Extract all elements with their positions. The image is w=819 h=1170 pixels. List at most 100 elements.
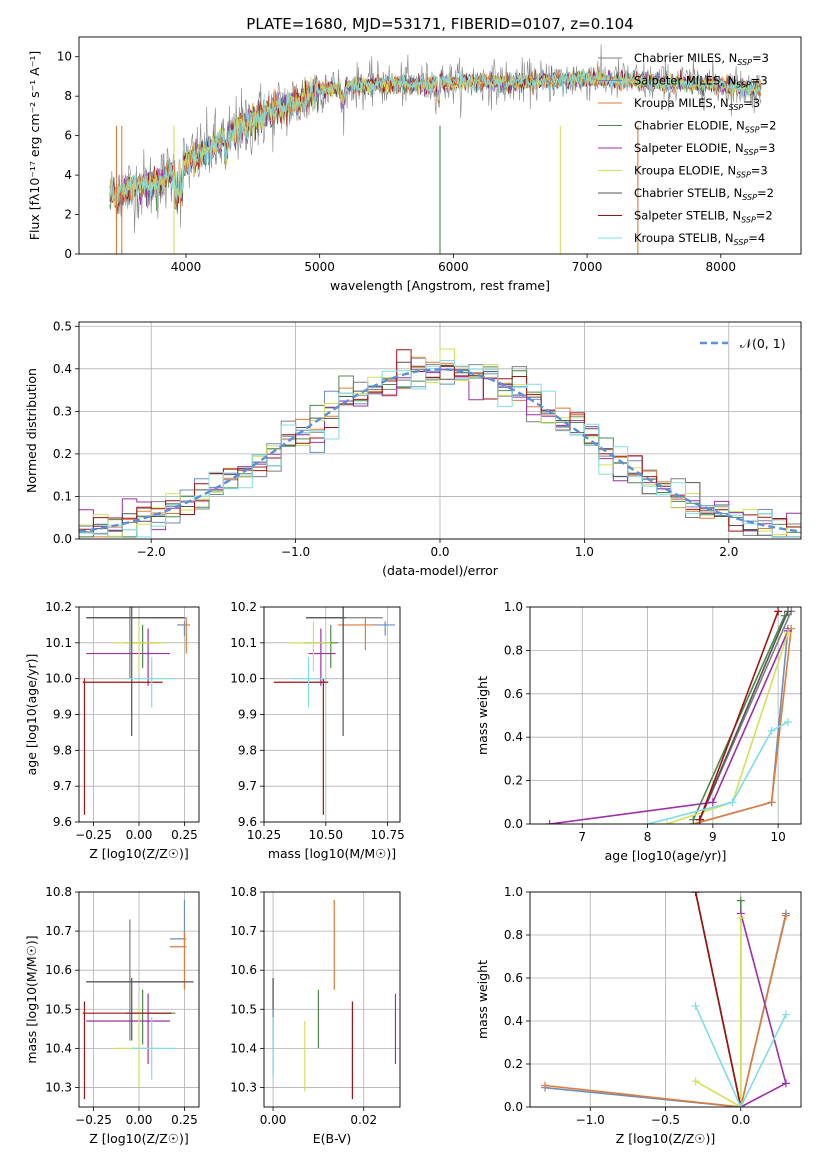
x-tick-label: 4000 (171, 260, 202, 274)
weight-marker (545, 820, 554, 824)
y-tick-label: 0.3 (53, 404, 72, 418)
panel-weight_vs_Z: −1.0 −0.5 0.0 0.0 0.2 0.4 0.6 0.8 1.0 Z [log10(Z/… (475, 885, 802, 1146)
x-tick-label: 0.25 (171, 828, 198, 842)
weight-line (692, 615, 786, 821)
weight-marker (663, 820, 672, 824)
y-tick-label: 10.1 (45, 636, 72, 650)
legend-label: 𝒩(0, 1) (740, 336, 786, 351)
plot-area-age_vs_Z (82, 607, 190, 815)
x-tick-label: 10.75 (370, 828, 404, 842)
axes-frame (78, 36, 802, 255)
weight-marker (783, 629, 792, 638)
panel-mass_vs_ebv: 0.00 0.02 10.3 10.4 10.5 10.6 10.7 10.8 E(B-V) (230, 885, 401, 1146)
weight-line (694, 892, 742, 1107)
legend-label: Chabrier MILES, NSSP=3 (634, 51, 769, 67)
y-tick-label: 0 (64, 247, 72, 261)
y-tick-label: 1.0 (504, 885, 523, 899)
x-tick-label: 10 (771, 830, 786, 844)
y-tick-label: 9.8 (238, 743, 257, 757)
y-tick-label: 10.6 (230, 963, 257, 977)
weight-marker (767, 726, 776, 735)
y-tick-label: 10.0 (230, 672, 257, 686)
weight-marker (691, 892, 700, 896)
x-tick-label: 0.00 (126, 828, 153, 842)
x-tick-label: 0.00 (260, 1113, 287, 1127)
y-tick-label: 10.2 (45, 600, 72, 614)
weight-marker (736, 913, 745, 922)
legend-label: Chabrier ELODIE, NSSP=2 (634, 119, 776, 135)
weight-line (699, 610, 789, 821)
weight-marker (736, 896, 745, 905)
plot-area-weight_vs_age (545, 607, 796, 824)
x-axis-label: E(B-V) (313, 1131, 352, 1146)
weight-marker (691, 1077, 700, 1086)
y-tick-label: 2 (64, 208, 72, 222)
axes-frame (78, 606, 200, 823)
y-tick-label: 10.5 (45, 1002, 72, 1016)
y-tick-label: 9.6 (238, 815, 257, 829)
spectrum-legend: Chabrier MILES, NSSP=3 Salpeter MILES, NS… (598, 51, 776, 247)
x-axis-label: Z [log10(Z/Z☉)] (616, 1131, 716, 1146)
x-tick-label: −0.25 (75, 828, 112, 842)
y-tick-label: 0.8 (504, 928, 523, 942)
legend-label: Salpeter STELIB, NSSP=2 (634, 209, 773, 225)
weight-marker (783, 718, 792, 727)
x-axis-label: Z [log10(Z/Z☉)] (89, 1131, 189, 1146)
y-tick-label: 8 (64, 89, 72, 103)
y-tick-label: 4 (64, 168, 72, 182)
figure-title: PLATE=1680, MJD=53171, FIBERID=0107, z=0… (246, 15, 633, 33)
y-tick-label: 0.2 (504, 1057, 523, 1071)
weight-marker (781, 911, 790, 920)
y-tick-label: 0.5 (53, 319, 72, 333)
panel-mass_vs_Z: −0.25 0.00 0.25 10.3 10.4 10.5 10.6 10.7 10.8 Z [… (24, 885, 200, 1146)
plot-area-age_vs_mass (273, 607, 396, 815)
x-tick-label: 10.25 (247, 828, 281, 842)
x-tick-label: 0.0 (731, 1113, 750, 1127)
panel-age_vs_mass: 10.25 10.50 10.75 9.6 9.7 9.8 9.9 10.0 10.1 10.2 m… (230, 600, 405, 861)
x-tick-label: 0.25 (171, 1113, 198, 1127)
y-axis-label: age [log10(age/yr)] (24, 654, 39, 776)
legend-label: Kroupa ELODIE, NSSP=3 (634, 164, 768, 180)
y-tick-label: 0.4 (53, 362, 72, 376)
y-axis-label: Normed distribution (24, 368, 39, 493)
weight-line (549, 630, 789, 824)
plot-area-mass_vs_ebv (272, 899, 397, 1100)
y-tick-label: 0.0 (504, 817, 523, 831)
y-tick-label: 10.3 (230, 1080, 257, 1094)
weight-marker (541, 1081, 550, 1090)
x-tick-label: 8000 (706, 260, 737, 274)
weight-marker (695, 815, 704, 824)
plot-area-residual_hist (79, 348, 801, 538)
y-tick-label: 10.2 (230, 600, 257, 614)
y-tick-label: 0.0 (504, 1100, 523, 1114)
y-tick-label: 10.4 (230, 1041, 257, 1055)
x-tick-label: 0.00 (126, 1113, 153, 1127)
axes-frame (263, 891, 401, 1108)
y-tick-label: 10.7 (45, 924, 72, 938)
weight-marker (643, 820, 652, 824)
hist-step (79, 360, 801, 538)
y-tick-label: 0.4 (504, 730, 523, 744)
y-axis-label: mass weight (475, 676, 490, 755)
x-tick-label: 8 (644, 830, 652, 844)
axes-frame (263, 606, 401, 823)
x-tick-label: −1.0 (281, 545, 310, 559)
plot-area-spectrum (109, 44, 762, 254)
y-tick-label: 10.3 (45, 1080, 72, 1094)
legend-label: Kroupa STELIB, NSSP=4 (634, 231, 765, 247)
y-tick-label: 0.6 (504, 971, 523, 985)
weight-marker (781, 1079, 790, 1088)
y-tick-label: 10.6 (45, 963, 72, 977)
y-tick-label: 0.6 (504, 687, 523, 701)
axes-frame (529, 606, 802, 825)
x-tick-label: −0.5 (651, 1113, 680, 1127)
y-tick-label: 10.4 (45, 1041, 72, 1055)
panel-residual_hist: −2.0 −1.0 0.0 1.0 2.0 0.0 0.1 0.2 0.3 0.4 0.5 (data… (24, 319, 802, 578)
y-tick-label: 0.1 (53, 489, 72, 503)
axes-frame (529, 891, 802, 1108)
y-tick-label: 10.1 (230, 636, 257, 650)
weight-line (647, 721, 789, 824)
weight-line (694, 1005, 787, 1107)
panels: 4000 5000 6000 7000 8000 0 2 4 6 8 10 wavelength [A… (24, 36, 802, 1146)
